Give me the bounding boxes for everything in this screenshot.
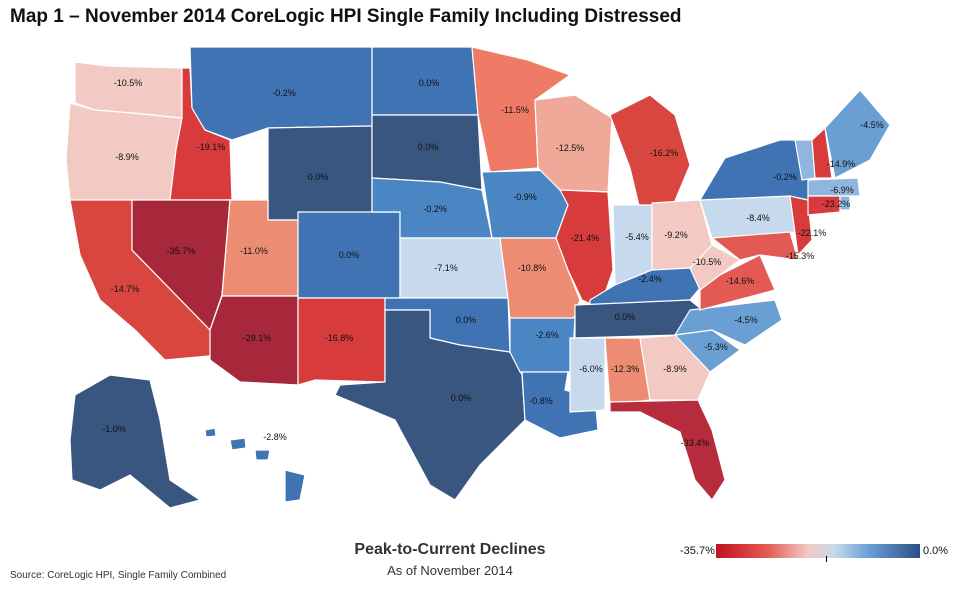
state-md [710, 231, 799, 261]
state-label-il: -21.4% [571, 233, 600, 243]
state-label-wy: 0.0% [308, 172, 329, 182]
legend-tick [826, 556, 827, 562]
state-label-ca: -14.7% [111, 284, 140, 294]
state-hi-2 [229, 437, 247, 451]
state-label-ct: -23.2% [822, 199, 851, 209]
state-label-az: -29.1% [243, 333, 272, 343]
state-nh [811, 126, 833, 179]
state-label-fl: -33.4% [681, 438, 710, 448]
state-label-id: -19.1% [197, 142, 226, 152]
state-label-sc: -5.3% [704, 342, 728, 352]
state-label-mt: -0.2% [272, 88, 296, 98]
state-label-oh: -9.2% [664, 230, 688, 240]
state-ri [839, 195, 851, 211]
state-label-sd: 0.0% [418, 142, 439, 152]
legend-color-scale [716, 544, 920, 558]
state-label-nd: 0.0% [419, 78, 440, 88]
state-label-ma: -6.9% [830, 185, 854, 195]
state-tx [334, 309, 526, 501]
legend-max-label: 0.0% [923, 545, 949, 557]
state-mi [609, 94, 691, 211]
state-label-ut: -11.0% [240, 246, 268, 256]
as-of-date: As of November 2014 [387, 563, 513, 578]
state-label-nc: -4.5% [734, 315, 758, 325]
state-label-ga: -8.9% [663, 364, 687, 374]
state-label-nh: -14.9% [827, 159, 856, 169]
state-hi-3 [254, 449, 271, 461]
state-label-nm: -16.8% [325, 333, 354, 343]
state-label-ky: -2.4% [638, 274, 662, 284]
state-label-ms: -6.0% [579, 364, 603, 374]
state-hi-4 [284, 469, 306, 503]
state-label-mn: -11.5% [501, 105, 529, 115]
state-ma [807, 177, 861, 197]
state-nm [297, 297, 386, 386]
state-il [555, 189, 614, 309]
state-label-or: -8.9% [115, 152, 139, 162]
state-label-hi: -2.8% [263, 432, 287, 442]
state-la [521, 371, 599, 439]
state-label-ok: 0.0% [456, 315, 477, 325]
state-label-ak: -1.0% [102, 424, 126, 434]
map-subtitle: Peak-to-Current Declines [354, 541, 546, 558]
state-label-wv: -10.5% [693, 257, 722, 267]
state-ct [807, 195, 841, 216]
state-label-ne: -0.2% [423, 204, 447, 214]
state-label-nj: -22.1% [798, 228, 827, 238]
state-label-mo: -10.8% [518, 263, 547, 273]
state-label-wa: -10.5% [114, 78, 143, 88]
state-ms [569, 337, 606, 413]
state-label-wi: -12.5% [556, 143, 585, 153]
state-label-tx: 0.0% [451, 393, 472, 403]
state-label-ar: -2.6% [535, 330, 559, 340]
state-label-mi: -16.2% [650, 148, 679, 158]
state-label-tn: 0.0% [615, 312, 636, 322]
state-labels: -10.5% -8.9% -19.1% -0.2% 0.0% -11.5% -12.5% -1… [102, 78, 884, 448]
source-note: Source: CoreLogic HPI, Single Family Com… [10, 570, 227, 581]
state-label-la: -0.8% [529, 396, 553, 406]
state-ak [69, 374, 202, 509]
state-label-va: -14.6% [726, 276, 755, 286]
state-label-al: -12.3% [611, 364, 640, 374]
state-label-in: -5.4% [625, 232, 649, 242]
map-title: Map 1 – November 2014 CoreLogic HPI Sing… [10, 6, 682, 27]
state-label-pa: -8.4% [746, 213, 770, 223]
state-label-me: -4.5% [860, 120, 884, 130]
state-fl [609, 399, 726, 502]
state-hi-1 [204, 427, 217, 438]
state-label-ks: -7.1% [434, 263, 458, 273]
legend-min-label: -35.7% [680, 545, 715, 557]
state-nc [673, 299, 783, 346]
state-ny [698, 139, 813, 201]
state-label-ny: -0.2% [773, 172, 797, 182]
state-label-md: -15.3% [786, 251, 815, 261]
state-me [824, 89, 891, 179]
state-va [699, 254, 776, 311]
state-label-nv: -35.7% [167, 246, 196, 256]
state-ar [509, 317, 576, 373]
state-label-co: 0.0% [339, 250, 360, 260]
state-label-ia: -0.9% [513, 192, 537, 202]
